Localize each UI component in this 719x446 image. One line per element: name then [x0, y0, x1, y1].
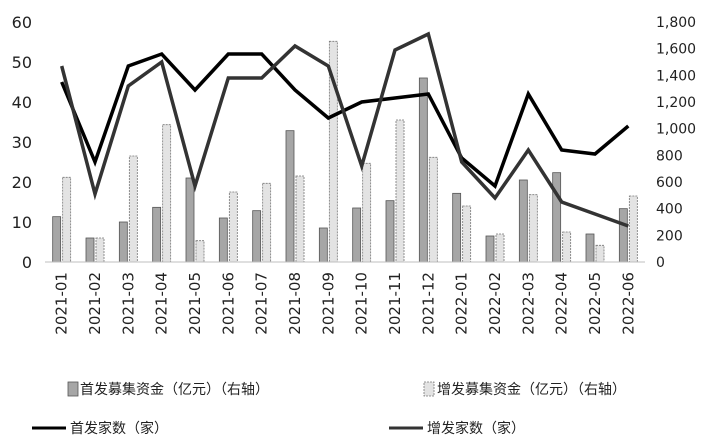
legend-label-seo-funds: 增发募集资金（亿元）（右轴） [437, 381, 626, 398]
bar-seo-funds [62, 176, 72, 263]
bar-seo-funds [628, 195, 638, 263]
bar-ipo-funds [485, 235, 495, 263]
x-tick-label: 2021-02 [86, 272, 104, 335]
bar-seo-funds [595, 244, 605, 263]
legend-label-ipo-funds: 首发募集资金（亿元）（右轴） [80, 381, 269, 398]
x-tick-label: 2021-10 [353, 272, 371, 335]
legend-swatch-ipo-funds [67, 381, 79, 397]
bar-ipo-funds [618, 208, 628, 263]
right-tick-label: 1,400 [656, 68, 696, 84]
bar-seo-funds [228, 191, 238, 263]
x-tick-label: 2021-08 [286, 272, 304, 335]
left-tick-label: 60 [12, 13, 32, 32]
bar-seo-funds [295, 175, 305, 263]
x-tick-label: 2021-03 [119, 272, 137, 335]
bar-seo-funds [162, 124, 172, 263]
right-tick-label: 200 [656, 228, 683, 244]
bar-seo-funds [462, 205, 472, 263]
bar-ipo-funds [218, 217, 228, 263]
bar-ipo-funds [52, 216, 62, 263]
legend-item-seo-funds: 增发募集资金（亿元）（右轴） [423, 381, 626, 398]
bar-ipo-funds [285, 130, 295, 263]
bar-seo-funds [128, 155, 138, 263]
bar-layer [52, 40, 638, 263]
right-tick-label: 600 [656, 175, 683, 191]
x-tick-label: 2021-04 [153, 272, 171, 335]
left-tick-label: 0 [22, 253, 32, 272]
bar-ipo-funds [585, 233, 595, 263]
right-tick-label: 1,600 [656, 42, 696, 58]
x-tick-label: 2021-01 [53, 272, 71, 335]
x-axis-ticks: 2021-01 2021-02 2021-03 2021-04 2021-05 2021-… [53, 272, 638, 335]
right-tick-label: 800 [656, 148, 683, 164]
bar-seo-funds [95, 237, 105, 263]
left-tick-label: 20 [12, 173, 32, 192]
right-tick-label: 1,000 [656, 122, 696, 138]
legend-item-ipo-funds: 首发募集资金（亿元）（右轴） [67, 381, 269, 398]
left-tick-label: 10 [12, 213, 32, 232]
left-tick-label: 50 [12, 53, 32, 72]
right-axis-ticks: 0 200 400 600 800 1,000 1,200 1,400 1,600 1,800 [656, 15, 696, 271]
x-tick-label: 2022-05 [586, 272, 604, 335]
bar-seo-funds [428, 156, 438, 263]
bar-ipo-funds [452, 192, 462, 263]
bar-ipo-funds [318, 227, 328, 263]
legend-swatch-seo-funds [423, 381, 435, 397]
bar-seo-funds [362, 162, 372, 263]
right-tick-label: 0 [656, 255, 665, 271]
bar-ipo-funds [352, 207, 362, 263]
legend-label-seo-count: 增发家数（家） [427, 420, 525, 437]
legend-item-seo-count: 增发家数（家） [389, 420, 525, 437]
legend: 首发募集资金（亿元）（右轴） 增发募集资金（亿元）（右轴） 首发家数（家） 增发… [32, 381, 626, 437]
x-tick-label: 2022-06 [619, 272, 637, 335]
bar-ipo-funds [118, 221, 128, 263]
x-tick-label: 2021-12 [419, 272, 437, 335]
bar-seo-funds [495, 233, 505, 263]
bar-ipo-funds [385, 200, 395, 263]
bar-ipo-funds [518, 179, 528, 263]
bar-seo-funds [395, 119, 405, 263]
right-tick-label: 400 [656, 202, 683, 218]
x-tick-label: 2022-04 [553, 272, 571, 335]
right-tick-label: 1,200 [656, 95, 696, 111]
x-tick-label: 2021-07 [253, 272, 271, 335]
left-tick-label: 30 [12, 133, 32, 152]
x-tick-label: 2021-09 [319, 272, 337, 335]
left-axis-ticks: 0 10 20 30 40 50 60 [12, 13, 32, 272]
right-tick-label: 1,800 [656, 15, 696, 31]
line-ipo-count [60, 51, 630, 189]
bar-ipo-funds [85, 237, 95, 263]
bar-ipo-funds [418, 77, 428, 263]
x-tick-label: 2021-05 [186, 272, 204, 335]
line-seo-count [60, 31, 629, 228]
x-tick-label: 2022-03 [519, 272, 537, 335]
line-layer [60, 31, 630, 228]
bar-seo-funds [195, 240, 205, 263]
bar-ipo-funds [185, 177, 195, 263]
bar-seo-funds [262, 182, 272, 263]
bar-ipo-funds [252, 210, 262, 263]
bar-seo-funds [528, 194, 538, 263]
x-tick-label: 2022-01 [453, 272, 471, 335]
bar-seo-funds [562, 231, 572, 263]
bar-ipo-funds [552, 172, 562, 263]
x-tick-label: 2022-02 [486, 272, 504, 335]
left-tick-label: 40 [12, 93, 32, 112]
legend-item-ipo-count: 首发家数（家） [32, 420, 168, 437]
x-tick-label: 2021-06 [219, 272, 237, 335]
x-tick-label: 2021-11 [386, 272, 404, 335]
legend-label-ipo-count: 首发家数（家） [70, 420, 168, 437]
bar-ipo-funds [152, 206, 162, 263]
